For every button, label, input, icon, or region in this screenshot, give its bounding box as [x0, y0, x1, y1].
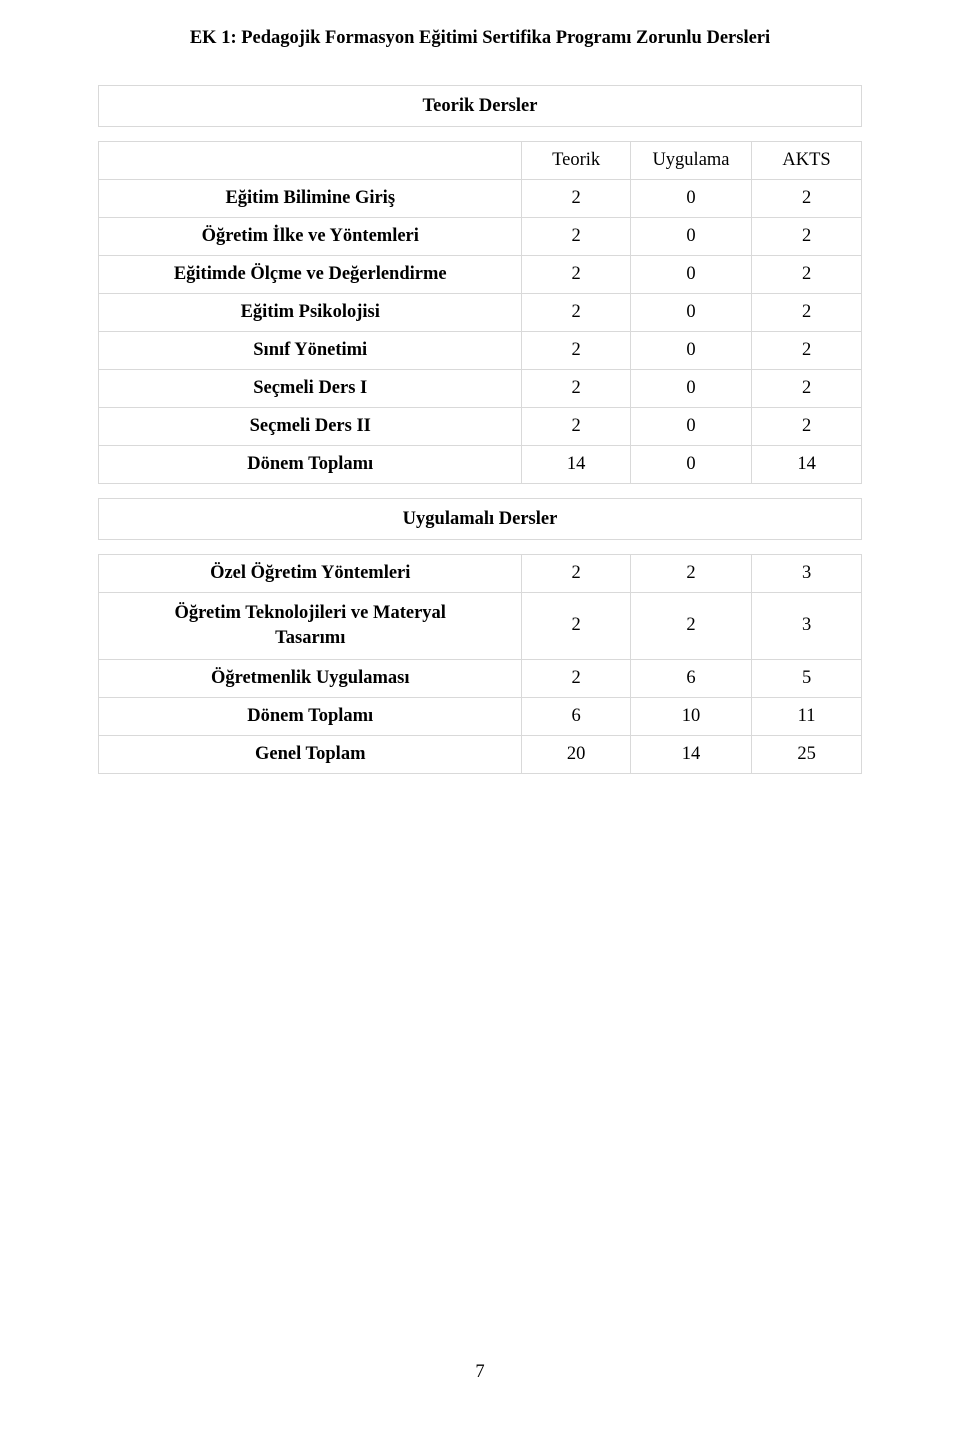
row-label: Seçmeli Ders I	[99, 370, 522, 408]
row-val: 0	[630, 218, 751, 256]
row-val: 6	[522, 697, 630, 735]
row-val: 11	[752, 697, 862, 735]
row-val: 2	[522, 332, 630, 370]
row-val: 14	[630, 735, 751, 773]
header-empty	[99, 142, 522, 180]
row-label: Öğretim İlke ve Yöntemleri	[99, 218, 522, 256]
row-val: 0	[630, 408, 751, 446]
row-val: 2	[752, 218, 862, 256]
row-val: 3	[752, 555, 862, 593]
row-val: 10	[630, 697, 751, 735]
row-val: 20	[522, 735, 630, 773]
table-row: Seçmeli Ders I 2 0 2	[99, 370, 862, 408]
row-label-line1: Öğretim Teknolojileri ve Materyal	[175, 603, 446, 623]
row-val: 2	[630, 555, 751, 593]
row-label: Seçmeli Ders II	[99, 408, 522, 446]
table-row: Dönem Toplamı 14 0 14	[99, 446, 862, 484]
row-val: 14	[752, 446, 862, 484]
row-label: Genel Toplam	[99, 735, 522, 773]
row-val: 2	[522, 408, 630, 446]
row-val: 3	[752, 593, 862, 660]
row-val: 0	[630, 294, 751, 332]
table-row: Sınıf Yönetimi 2 0 2	[99, 332, 862, 370]
table-uygulamali: Özel Öğretim Yöntemleri 2 2 3 Öğretim Te…	[98, 554, 862, 774]
row-val: 2	[522, 659, 630, 697]
table-row: Özel Öğretim Yöntemleri 2 2 3	[99, 555, 862, 593]
table-header-row: Teorik Uygulama AKTS	[99, 142, 862, 180]
row-val: 2	[522, 555, 630, 593]
table-row: Öğretmenlik Uygulaması 2 6 5	[99, 659, 862, 697]
section1-heading: Teorik Dersler	[98, 85, 862, 127]
section2-heading: Uygulamalı Dersler	[98, 498, 862, 540]
row-val: 2	[752, 256, 862, 294]
table-row: Öğretim Teknolojileri ve Materyal Tasarı…	[99, 593, 862, 660]
table-row: Dönem Toplamı 6 10 11	[99, 697, 862, 735]
row-val: 5	[752, 659, 862, 697]
row-val: 2	[522, 218, 630, 256]
header-teorik: Teorik	[522, 142, 630, 180]
page-title: EK 1: Pedagojik Formasyon Eğitimi Sertif…	[98, 28, 862, 49]
header-uygulama: Uygulama	[630, 142, 751, 180]
row-label: Eğitim Psikolojisi	[99, 294, 522, 332]
row-val: 0	[630, 332, 751, 370]
row-val: 2	[752, 180, 862, 218]
row-label: Dönem Toplamı	[99, 697, 522, 735]
row-val: 0	[630, 180, 751, 218]
row-val: 2	[752, 294, 862, 332]
row-val: 0	[630, 446, 751, 484]
table-row: Eğitimde Ölçme ve Değerlendirme 2 0 2	[99, 256, 862, 294]
row-label: Dönem Toplamı	[99, 446, 522, 484]
row-val: 2	[630, 593, 751, 660]
header-akts: AKTS	[752, 142, 862, 180]
row-val: 2	[522, 294, 630, 332]
row-label-line2: Tasarımı	[275, 628, 345, 648]
table-row: Eğitim Psikolojisi 2 0 2	[99, 294, 862, 332]
row-label: Öğretim Teknolojileri ve Materyal Tasarı…	[99, 593, 522, 660]
row-val: 0	[630, 370, 751, 408]
table-row: Seçmeli Ders II 2 0 2	[99, 408, 862, 446]
row-val: 2	[752, 408, 862, 446]
page-number: 7	[0, 1362, 960, 1383]
row-label: Sınıf Yönetimi	[99, 332, 522, 370]
row-label: Eğitim Bilimine Giriş	[99, 180, 522, 218]
row-val: 2	[522, 370, 630, 408]
row-val: 2	[522, 256, 630, 294]
table-teorik: Teorik Uygulama AKTS Eğitim Bilimine Gir…	[98, 141, 862, 484]
row-val: 14	[522, 446, 630, 484]
table-row: Genel Toplam 20 14 25	[99, 735, 862, 773]
row-val: 2	[522, 593, 630, 660]
row-label: Öğretmenlik Uygulaması	[99, 659, 522, 697]
row-val: 2	[522, 180, 630, 218]
row-label: Eğitimde Ölçme ve Değerlendirme	[99, 256, 522, 294]
row-val: 0	[630, 256, 751, 294]
row-val: 25	[752, 735, 862, 773]
row-val: 2	[752, 332, 862, 370]
table-row: Öğretim İlke ve Yöntemleri 2 0 2	[99, 218, 862, 256]
table-row: Eğitim Bilimine Giriş 2 0 2	[99, 180, 862, 218]
row-val: 6	[630, 659, 751, 697]
row-val: 2	[752, 370, 862, 408]
row-label: Özel Öğretim Yöntemleri	[99, 555, 522, 593]
